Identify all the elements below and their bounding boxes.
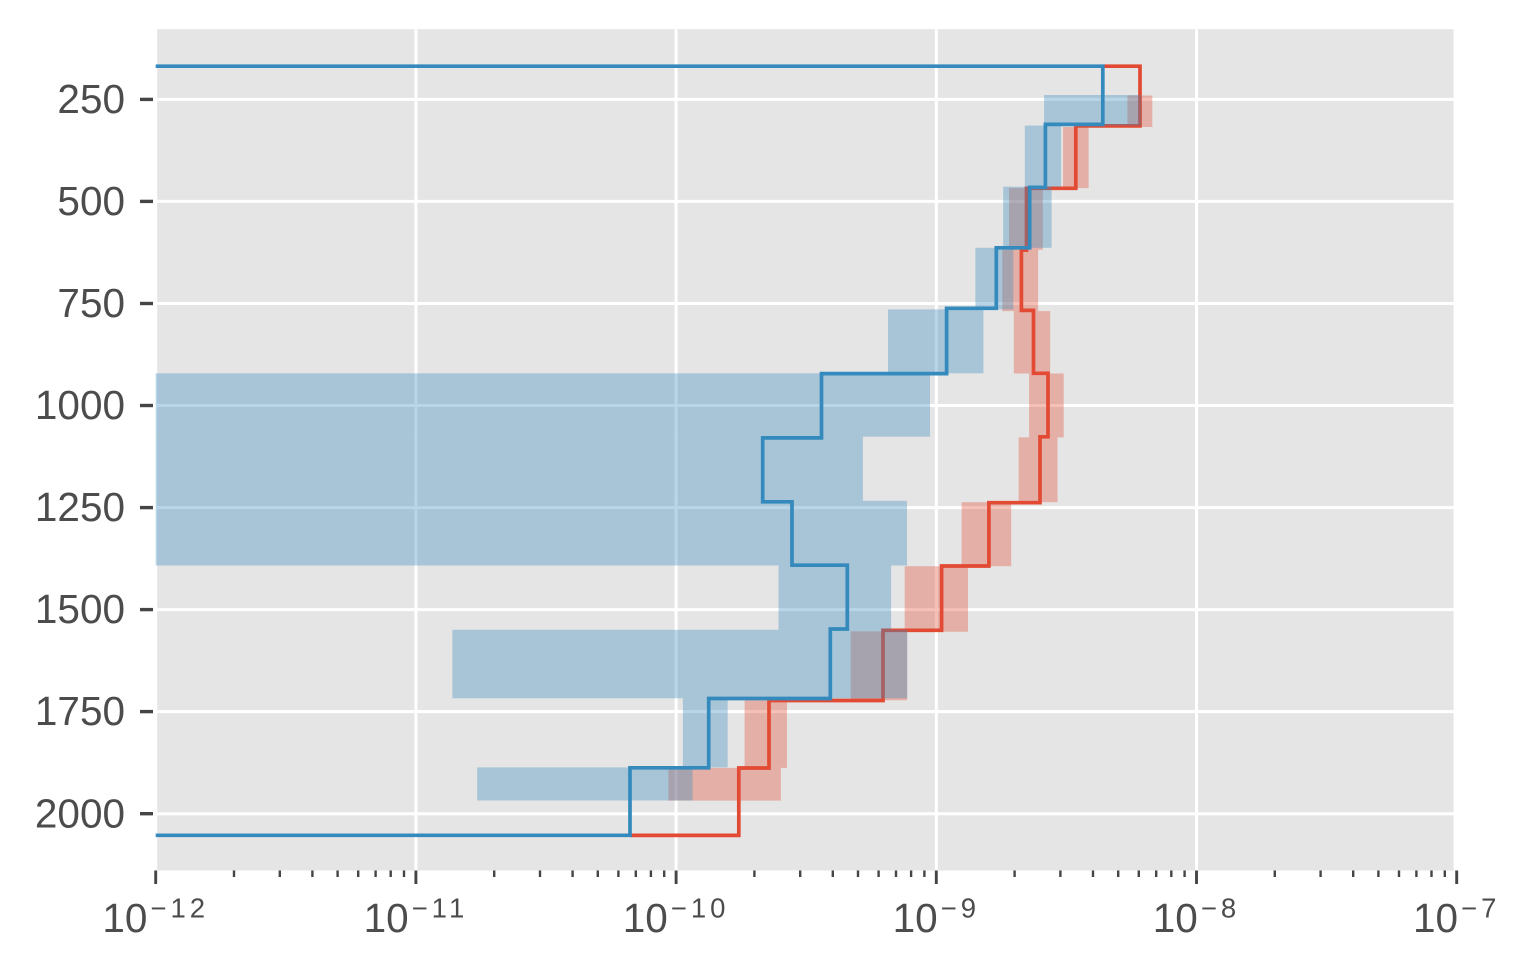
svg-text:1750: 1750 — [35, 688, 125, 734]
svg-text:1250: 1250 — [35, 484, 125, 530]
svg-text:250: 250 — [57, 76, 125, 122]
svg-text:10−9: 10 −9 — [893, 892, 980, 941]
svg-text:1000: 1000 — [35, 382, 125, 428]
svg-text:2000: 2000 — [35, 790, 125, 836]
svg-text:1500: 1500 — [35, 586, 125, 632]
svg-text:500: 500 — [57, 178, 125, 224]
svg-text:750: 750 — [57, 280, 125, 326]
